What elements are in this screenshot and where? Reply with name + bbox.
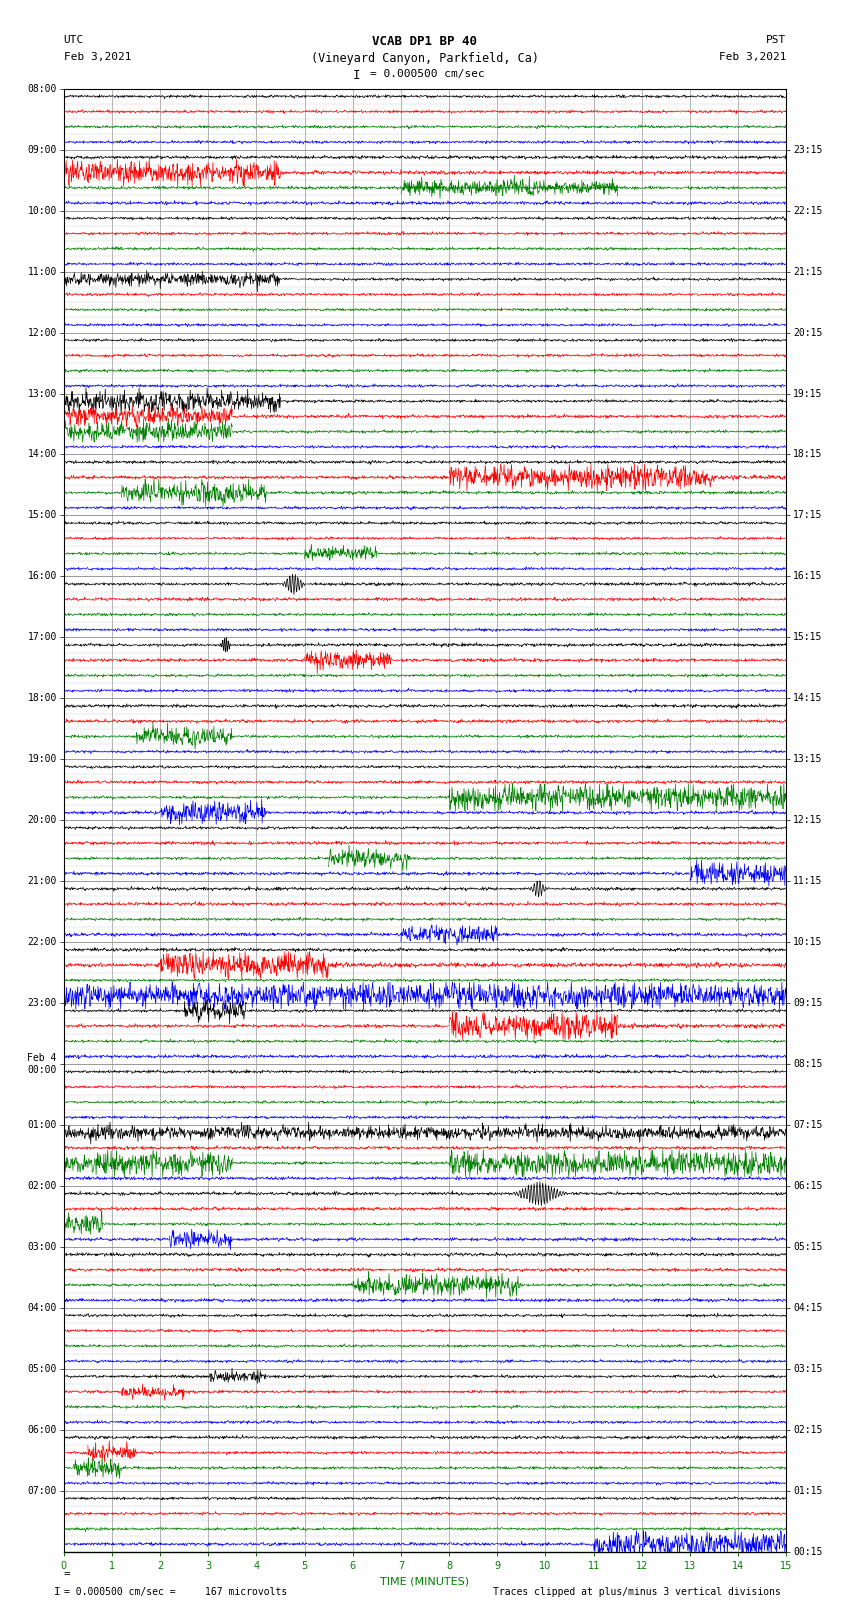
Text: Feb 3,2021: Feb 3,2021: [64, 52, 131, 61]
Text: = 0.000500 cm/sec =     167 microvolts: = 0.000500 cm/sec = 167 microvolts: [64, 1587, 287, 1597]
Text: VCAB DP1 BP 40: VCAB DP1 BP 40: [372, 35, 478, 48]
Text: (Vineyard Canyon, Parkfield, Ca): (Vineyard Canyon, Parkfield, Ca): [311, 52, 539, 65]
Text: UTC: UTC: [64, 35, 84, 45]
Text: Traces clipped at plus/minus 3 vertical divisions: Traces clipped at plus/minus 3 vertical …: [493, 1587, 781, 1597]
Text: I: I: [54, 1587, 60, 1597]
Text: = 0.000500 cm/sec: = 0.000500 cm/sec: [370, 69, 484, 79]
Text: I: I: [354, 69, 360, 82]
Text: PST: PST: [766, 35, 786, 45]
Text: =: =: [64, 1569, 71, 1579]
Text: Feb 3,2021: Feb 3,2021: [719, 52, 786, 61]
X-axis label: TIME (MINUTES): TIME (MINUTES): [381, 1576, 469, 1586]
